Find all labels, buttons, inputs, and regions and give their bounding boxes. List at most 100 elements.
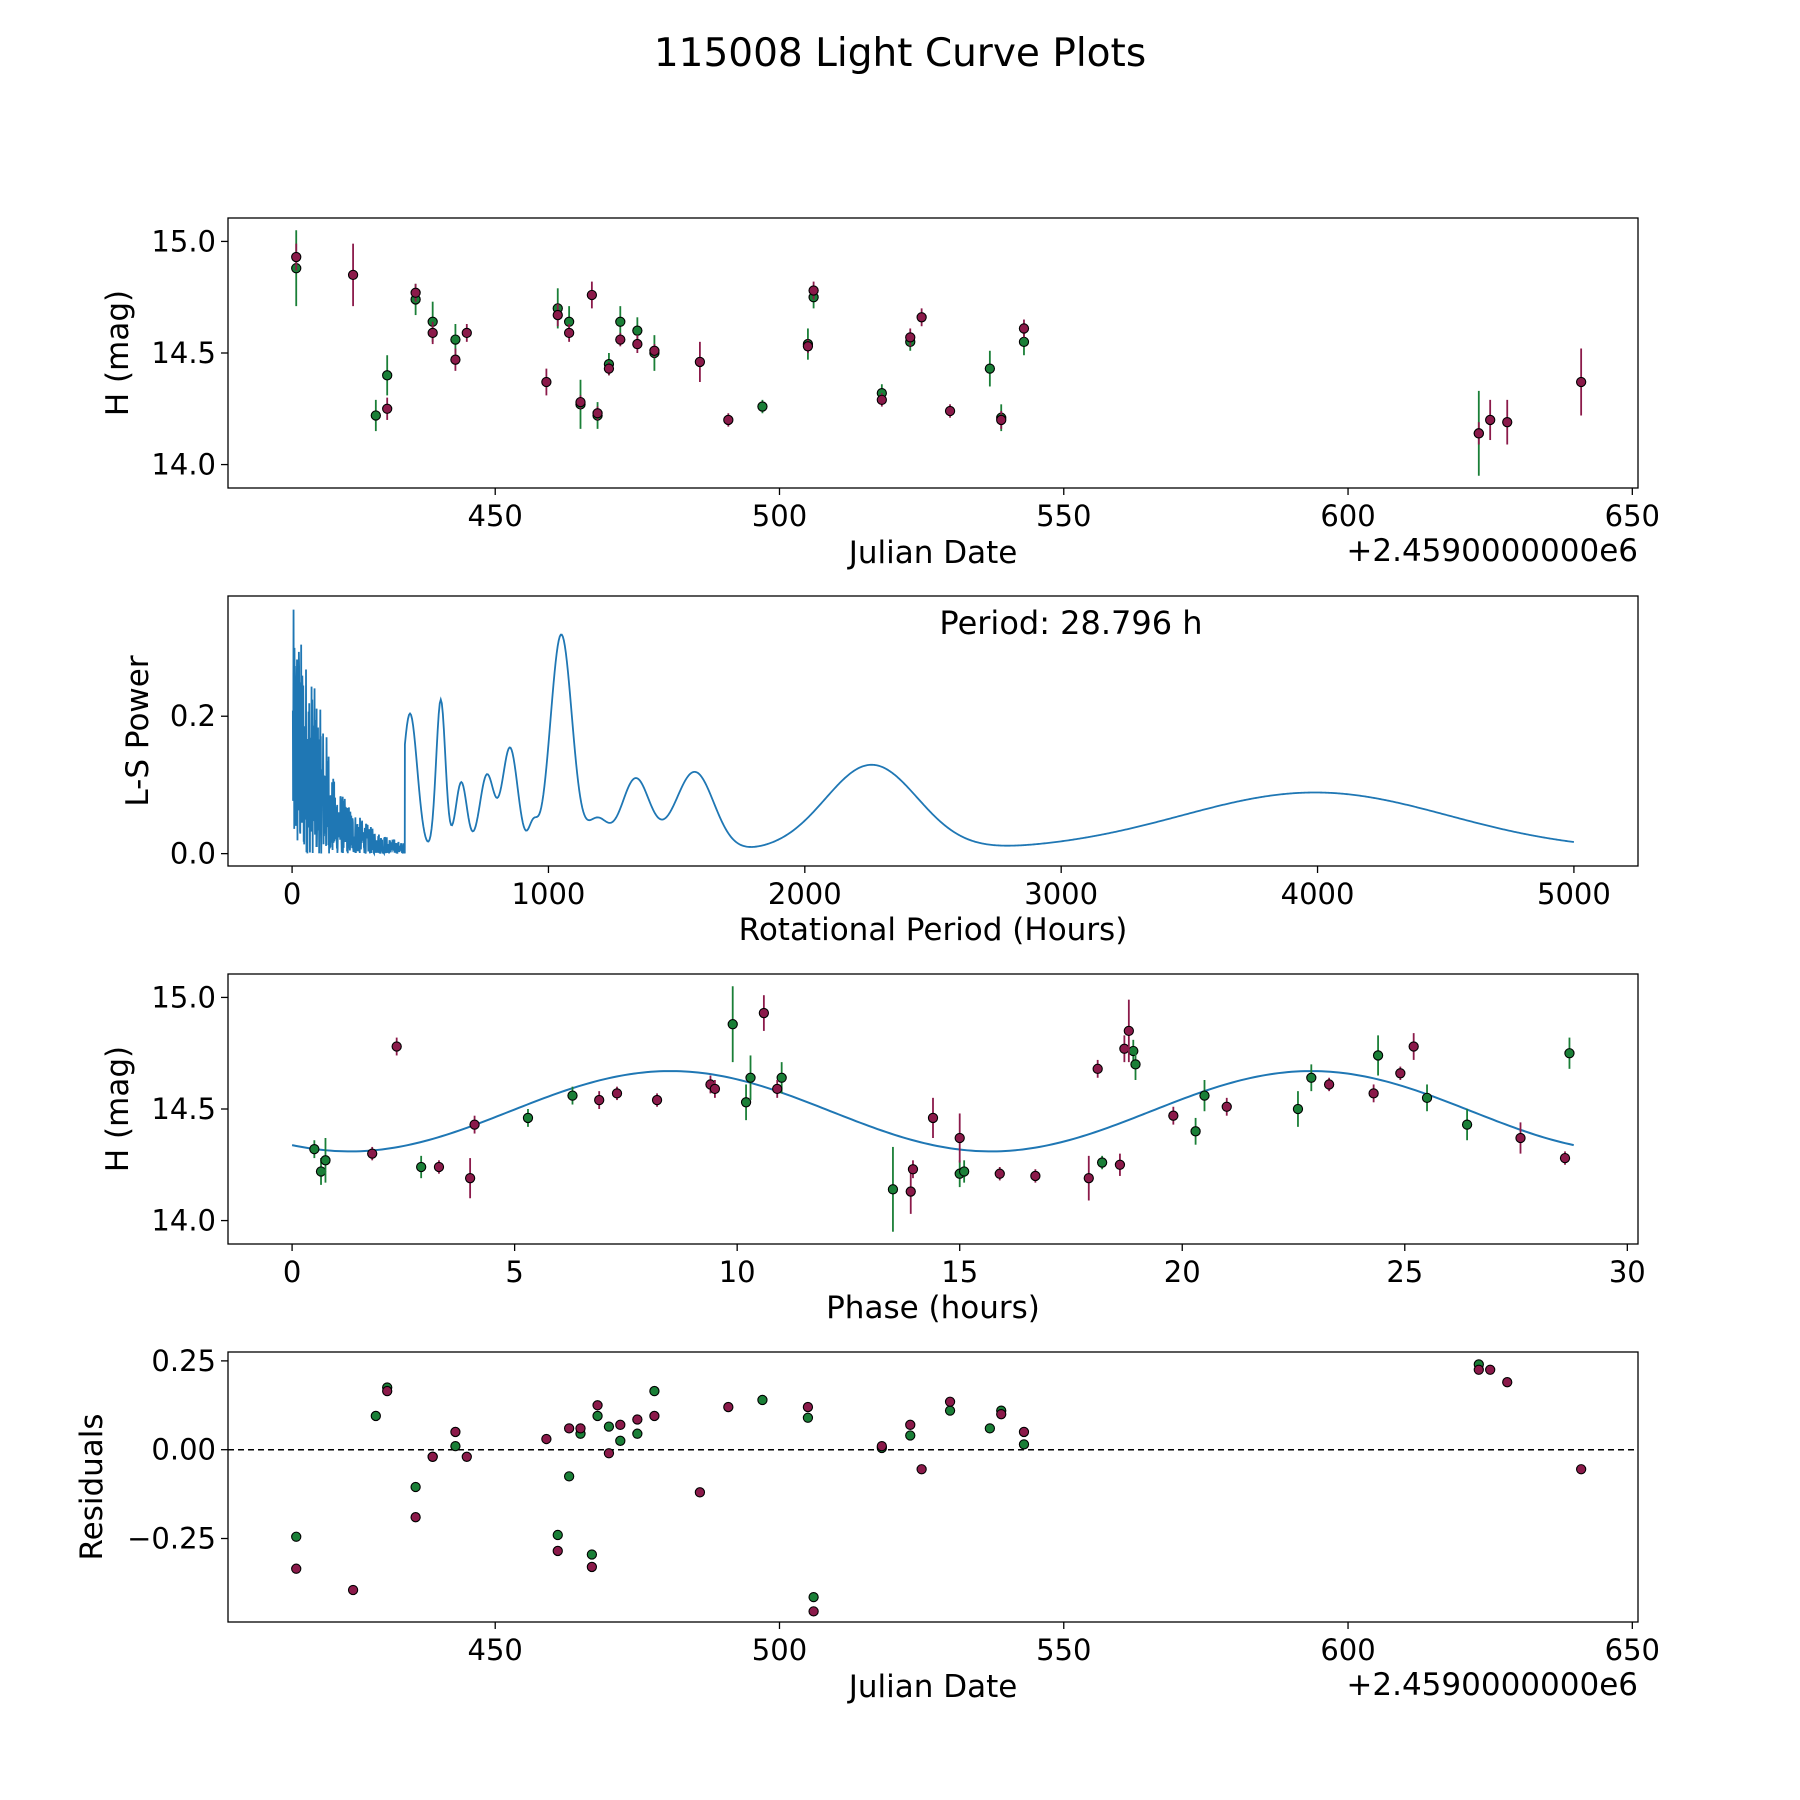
phase-folded-xlabel: Phase (hours)	[826, 1290, 1040, 1326]
magenta-point	[651, 1094, 663, 1106]
y-tick-label: 0.2	[170, 699, 216, 733]
magenta-point	[347, 1584, 359, 1596]
green-point	[984, 1423, 996, 1434]
y-tick-label: −0.25	[127, 1522, 216, 1556]
magenta-point	[461, 1451, 472, 1462]
magenta-point	[916, 312, 927, 323]
magenta-point	[427, 1451, 438, 1462]
light-curve-ticks: 450 500 550 600 650 14.0 14.5 15.0	[151, 224, 1660, 533]
magenta-point	[802, 1401, 814, 1413]
residuals-offset-text: +2.4590000000e6	[1346, 1667, 1638, 1703]
y-tick-label: 14.0	[151, 448, 216, 482]
x-tick-label: 0	[283, 877, 301, 911]
magenta-point	[723, 1401, 734, 1413]
magenta-point	[694, 356, 706, 368]
magenta-point	[563, 327, 575, 339]
x-tick-label: 5	[505, 1255, 523, 1289]
magenta-point	[632, 1414, 643, 1425]
magenta-point	[907, 1164, 919, 1175]
x-tick-label: 30	[1609, 1255, 1646, 1289]
residuals-panel: 450 500 550 600 650 −0.25 0.00 0.25 Julian Date…	[74, 1344, 1660, 1705]
magenta-point	[586, 1561, 598, 1573]
x-tick-label: 2000	[768, 877, 842, 911]
magenta-point	[1083, 1173, 1094, 1184]
residuals-frame	[227, 1351, 1639, 1623]
green-point	[586, 1549, 598, 1560]
x-tick-label: 1000	[512, 877, 586, 911]
residuals-xlabel: Julian Date	[847, 1669, 1018, 1705]
green-point	[370, 410, 381, 421]
green-point	[808, 1591, 819, 1603]
x-tick-label: 500	[752, 1633, 807, 1667]
magenta-point	[291, 1563, 302, 1574]
magenta-point	[367, 1148, 378, 1159]
magenta-point	[1221, 1101, 1232, 1112]
residuals-marks	[228, 1359, 1638, 1617]
x-tick-label: 550	[1036, 499, 1091, 533]
light-curve-offset-text: +2.4590000000e6	[1346, 533, 1638, 569]
x-tick-label: 650	[1605, 1633, 1660, 1667]
green-point	[727, 1019, 738, 1030]
green-point	[984, 363, 996, 374]
magenta-point	[615, 334, 626, 345]
magenta-point	[1030, 1170, 1041, 1182]
x-tick-label: 550	[1036, 1633, 1091, 1667]
y-tick-label: 0.0	[170, 837, 216, 871]
phase-folded-ticks: 0 5 10 15 20 25 30 14.0 14.5 15.0	[151, 980, 1645, 1289]
green-point	[757, 1394, 768, 1406]
magenta-point	[905, 332, 916, 343]
magenta-point	[552, 1545, 563, 1557]
magenta-point	[552, 309, 563, 321]
x-tick-label: 500	[752, 499, 807, 533]
green-point	[615, 1435, 626, 1446]
light-curve-marks	[291, 230, 1587, 476]
green-point	[615, 316, 626, 327]
magenta-point	[996, 414, 1007, 426]
magenta-point	[410, 287, 421, 298]
magenta-point	[469, 1119, 480, 1130]
green-point	[315, 1166, 327, 1177]
x-tick-label: 450	[468, 1633, 523, 1667]
green-point	[1199, 1090, 1210, 1101]
magenta-point	[347, 269, 359, 281]
magenta-point	[632, 338, 643, 350]
magenta-point	[994, 1168, 1005, 1179]
x-tick-label: 600	[1320, 1633, 1375, 1667]
x-tick-label: 10	[719, 1255, 756, 1289]
green-point	[649, 1385, 660, 1397]
magenta-point	[427, 327, 438, 339]
y-tick-label: 14.5	[151, 1092, 216, 1126]
residuals-ylabel: Residuals	[74, 1413, 110, 1560]
periodogram-line	[291, 609, 1575, 857]
magenta-point	[808, 285, 819, 296]
magenta-point	[723, 414, 734, 426]
magenta-point	[876, 1440, 887, 1452]
magenta-point	[905, 1186, 916, 1197]
magenta-point	[1114, 1159, 1126, 1170]
x-tick-label: 20	[1164, 1255, 1201, 1289]
magenta-point	[1502, 417, 1513, 428]
magenta-point	[464, 1173, 476, 1184]
magenta-point	[709, 1083, 721, 1095]
magenta-point	[1168, 1110, 1179, 1121]
magenta-point	[391, 1041, 402, 1052]
green-point	[370, 1410, 381, 1422]
magenta-point	[1502, 1377, 1513, 1388]
magenta-point	[1408, 1041, 1419, 1052]
magenta-point	[1119, 1043, 1130, 1054]
magenta-point	[927, 1112, 939, 1124]
magenta-point	[772, 1083, 783, 1095]
x-tick-label: 15	[941, 1255, 978, 1289]
magenta-point	[563, 1423, 575, 1434]
magenta-point	[1515, 1132, 1526, 1144]
y-tick-label: 15.0	[151, 980, 216, 1014]
magenta-point	[1123, 1025, 1134, 1037]
magenta-point	[649, 345, 660, 356]
green-point	[905, 1430, 916, 1441]
green-point	[410, 1481, 421, 1493]
x-tick-label: 25	[1386, 1255, 1423, 1289]
green-point	[450, 1440, 461, 1452]
magenta-point	[876, 394, 887, 406]
